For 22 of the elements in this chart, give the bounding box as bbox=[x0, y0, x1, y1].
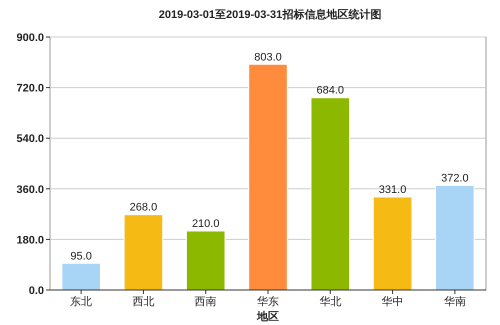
x-tick-label: 西北 bbox=[132, 295, 154, 308]
data-label: 331.0 bbox=[378, 184, 406, 196]
data-label: 803.0 bbox=[254, 51, 282, 64]
x-tick-label: 华中 bbox=[382, 295, 404, 308]
y-tick-label: 0.0 bbox=[28, 285, 44, 297]
y-tick-label: 540.0 bbox=[16, 133, 44, 146]
data-label: 684.0 bbox=[316, 84, 344, 97]
y-tick-label: 360.0 bbox=[16, 184, 44, 196]
y-tick-label: 180.0 bbox=[16, 234, 44, 246]
data-label: 268.0 bbox=[130, 202, 158, 214]
x-tick-label: 华东 bbox=[257, 295, 279, 308]
y-tick-label: 720.0 bbox=[16, 82, 44, 95]
x-tick-label: 西南 bbox=[194, 295, 217, 308]
data-label: 372.0 bbox=[441, 172, 469, 184]
x-tick-label: 东北 bbox=[70, 295, 92, 308]
y-tick-label: 900.0 bbox=[16, 32, 44, 44]
x-tick-label: 华南 bbox=[444, 295, 466, 308]
x-tick-label: 华北 bbox=[319, 295, 342, 308]
data-label: 210.0 bbox=[192, 218, 220, 230]
chart-title: 2019-03-01至2019-03-31招标信息地区统计图 bbox=[158, 8, 382, 21]
data-label: 95.0 bbox=[70, 250, 92, 262]
x-axis-title: 地区 bbox=[256, 310, 279, 323]
